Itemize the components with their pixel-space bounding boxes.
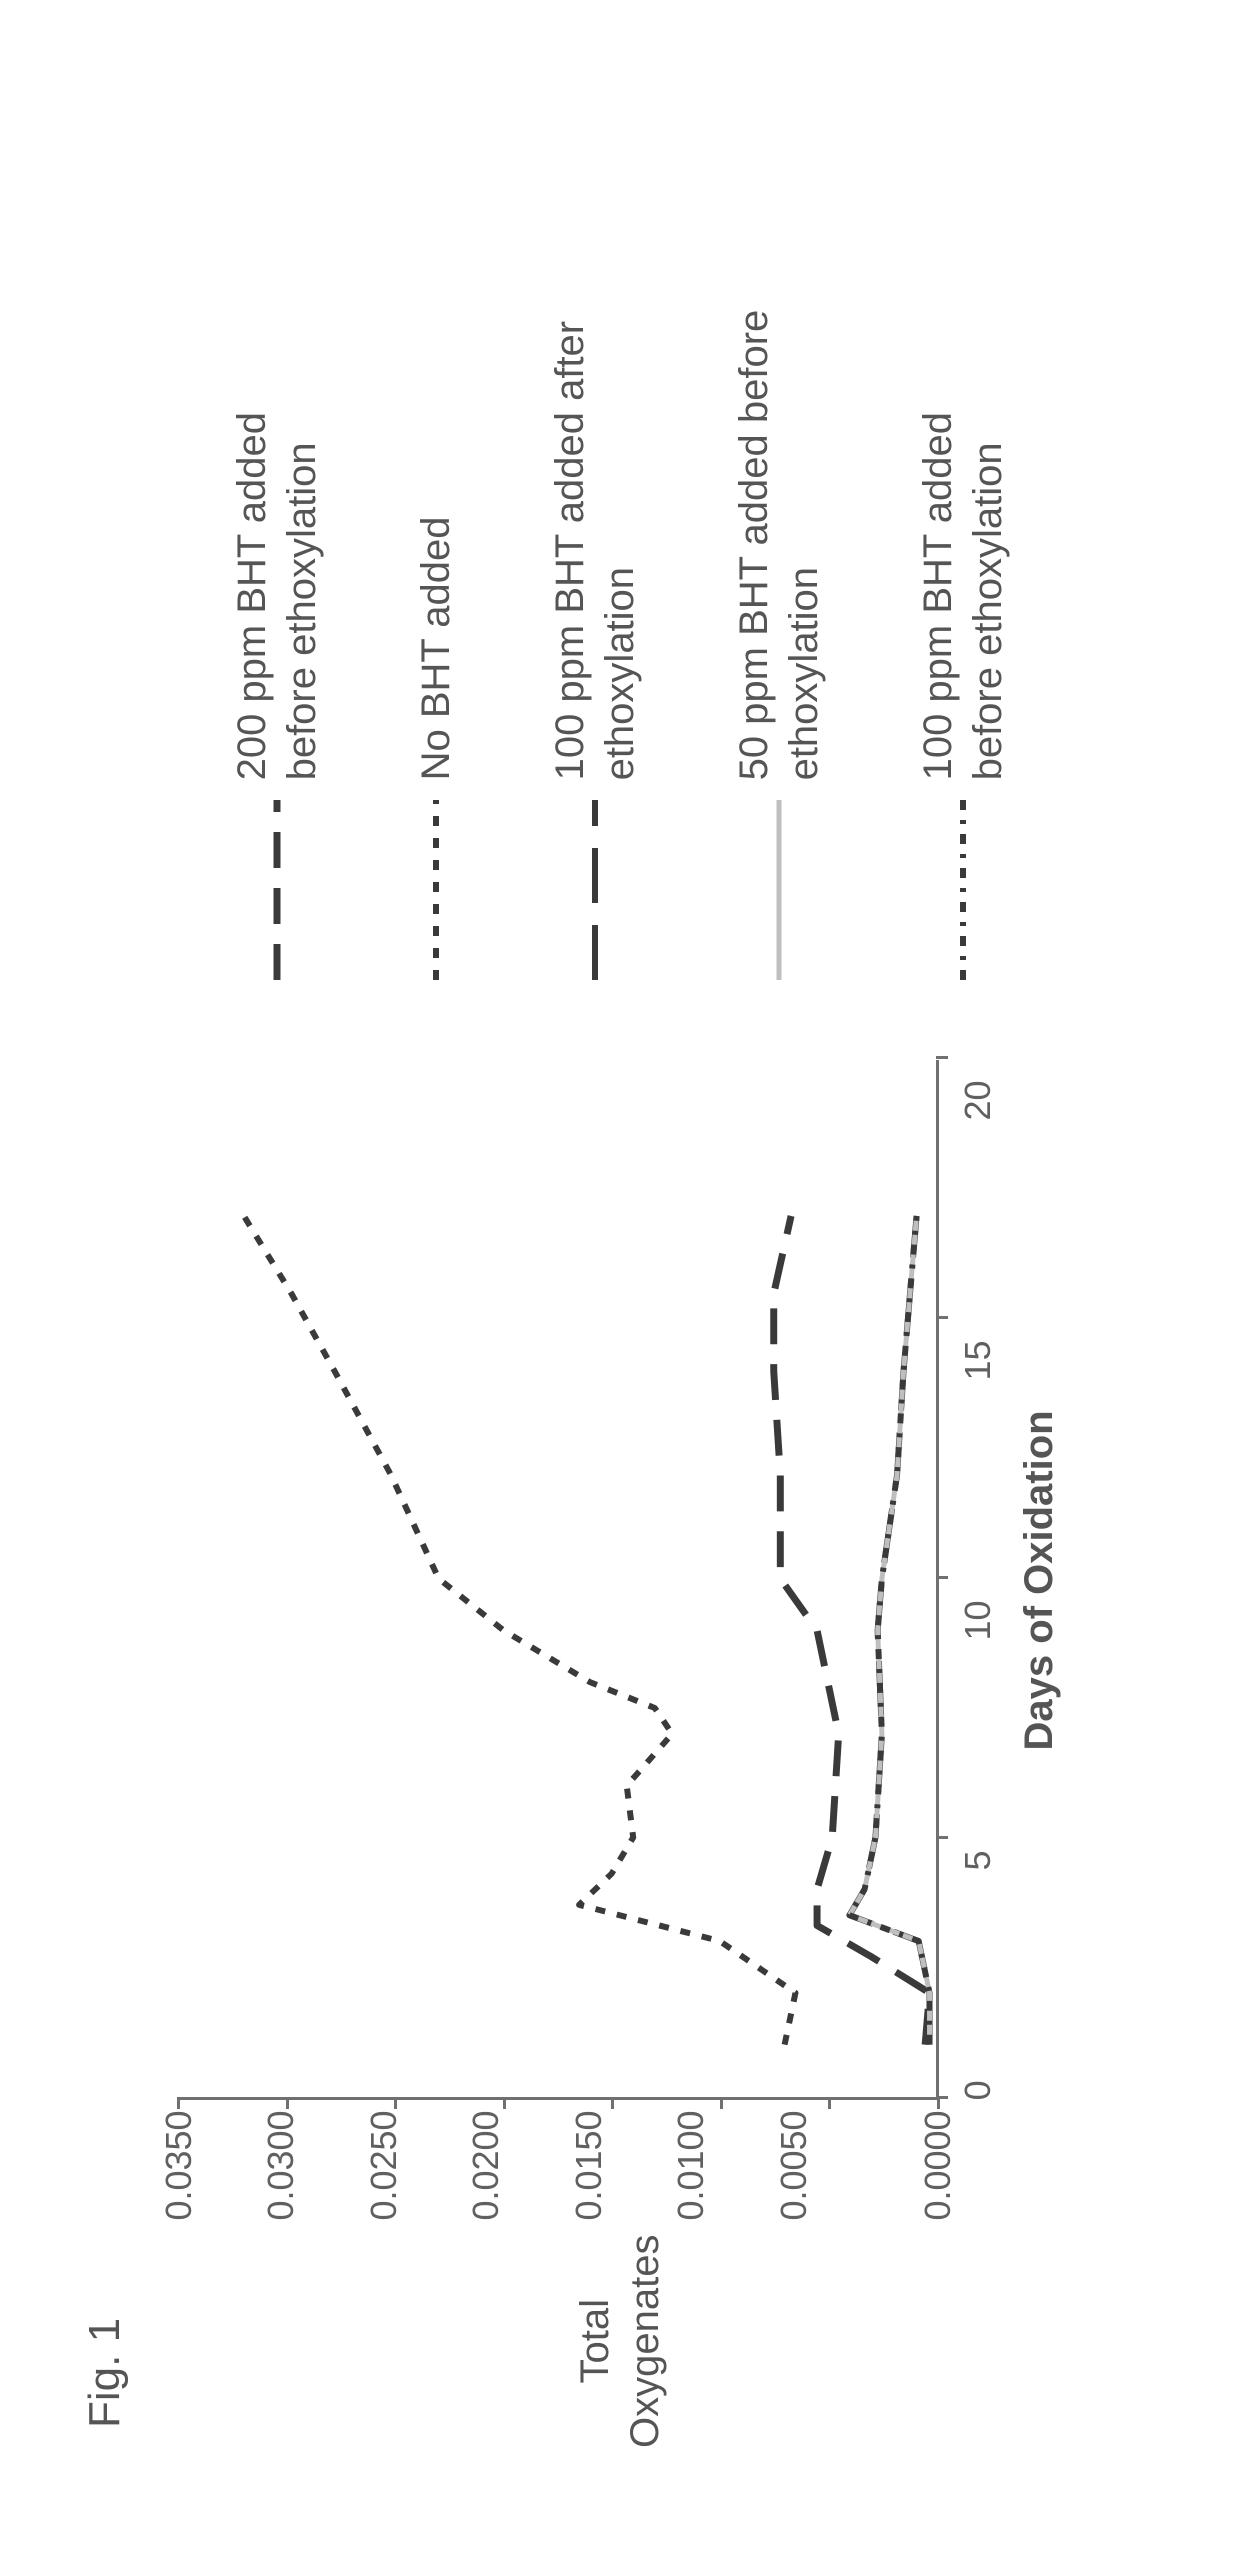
legend-item: 100 ppm BHT addedbefore ethoxylation — [913, 60, 1013, 980]
y-axis-label-line2: Oxygenates — [623, 2235, 667, 2448]
rotated-wrapper: Fig. 1 Total Oxygenates 0.0350 0.0300 0.02… — [0, 0, 1240, 2568]
legend-swatch — [765, 800, 793, 980]
legend-item: No BHT added — [411, 60, 461, 980]
y-tick-label: 0.0000 — [917, 2110, 959, 2220]
legend-item: 200 ppm BHT addedbefore ethoxylation — [227, 60, 327, 980]
legend-swatch — [263, 800, 291, 980]
x-tick-label: 5 — [957, 1850, 999, 1870]
y-tick-label: 0.0150 — [568, 2110, 610, 2220]
x-axis-label: Days of Oxidation — [1017, 1060, 1062, 2100]
y-tick-label: 0.0050 — [773, 2110, 815, 2220]
chart-svg — [179, 1060, 936, 2097]
y-tick-label: 0.0300 — [260, 2110, 302, 2220]
series-line — [849, 1216, 929, 2045]
legend-item: 100 ppm BHT added afterethoxylation — [545, 60, 645, 980]
y-tick-label: 0.0350 — [158, 2110, 200, 2220]
legend-label: 100 ppm BHT added afterethoxylation — [545, 321, 645, 781]
x-tick-label: 15 — [957, 1340, 999, 1380]
legend-label: 100 ppm BHT addedbefore ethoxylation — [913, 412, 1013, 780]
legend-label: 200 ppm BHT addedbefore ethoxylation — [227, 412, 327, 780]
y-tick-label: 0.0200 — [465, 2110, 507, 2220]
y-axis-label: Total Oxygenates — [570, 2235, 670, 2448]
y-axis-label-line1: Total — [573, 2299, 617, 2384]
x-tick-label: 20 — [957, 1080, 999, 1120]
legend-label: No BHT added — [411, 517, 461, 781]
legend-item: 50 ppm BHT added beforeethoxylation — [729, 60, 829, 980]
plot-column: 0.03500.03000.02500.02000.01500.01000.00… — [179, 1060, 1062, 2220]
chart-left-block: Total Oxygenates 0.0350 0.0300 0.0250 0.020… — [60, 1060, 1180, 2448]
legend-swatch — [949, 800, 977, 980]
legend-swatch — [422, 800, 450, 980]
y-axis-ticks: 0.03500.03000.02500.02000.01500.01000.00… — [179, 2110, 939, 2220]
x-axis-ticks: 0 5 10 15 20 — [939, 1060, 999, 2100]
figure-label: Fig. 1 — [80, 2318, 130, 2428]
y-tick-label: 0.0100 — [670, 2110, 712, 2220]
plot-row: 0.03500.03000.02500.02000.01500.01000.00… — [179, 1060, 939, 2220]
x-tick-label: 10 — [957, 1600, 999, 1640]
plot-area — [179, 1060, 939, 2100]
legend-swatch — [581, 800, 609, 980]
legend-label: 50 ppm BHT added beforeethoxylation — [729, 310, 829, 781]
chart-page: Fig. 1 Total Oxygenates 0.0350 0.0300 0.02… — [0, 0, 1240, 2568]
legend: 200 ppm BHT addedbefore ethoxylation No B… — [60, 60, 1180, 980]
y-tick-label: 0.0250 — [363, 2110, 405, 2220]
series-line — [243, 1216, 795, 2045]
x-tick-label: 0 — [957, 2080, 999, 2100]
